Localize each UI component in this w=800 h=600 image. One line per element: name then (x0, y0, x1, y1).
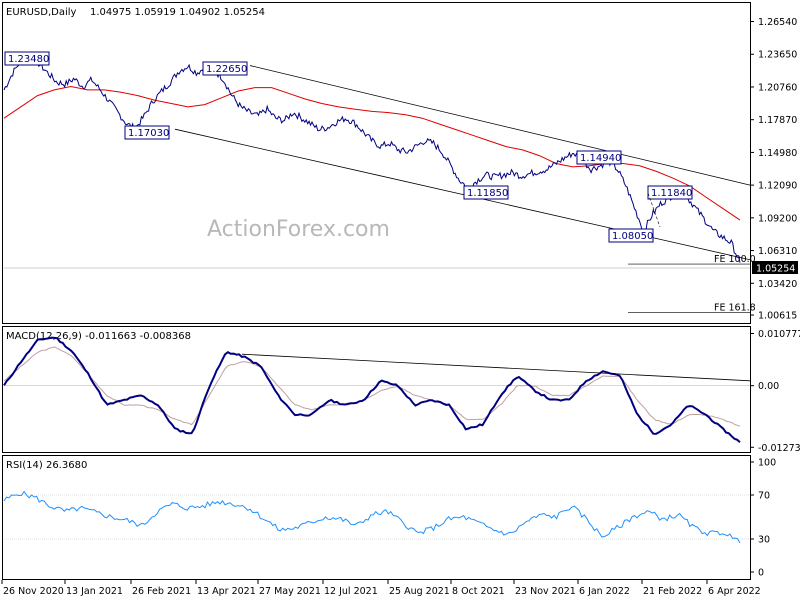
xtick-label-10: 21 Feb 2022 (643, 586, 702, 597)
watermark: ActionForex.com (207, 217, 390, 242)
xtick-label-6: 25 Aug 2021 (389, 586, 450, 597)
price-panel (2, 2, 751, 324)
rsi-ytick-label-2: 30 (758, 535, 770, 546)
price-annotation-box-6 (608, 228, 654, 243)
rsi-panel (2, 455, 751, 580)
price-annotation-0: 1.23480 (8, 54, 49, 65)
rsi-layer (3, 490, 750, 544)
price-ytick-label-4: 1.14980 (758, 148, 797, 159)
price-annotation-3: 1.14940 (580, 153, 621, 164)
xtick-label-7: 8 Oct 2021 (452, 586, 505, 597)
rsi-ytick-label-3: 0 (758, 568, 764, 579)
price-annotation-6: 1.08050 (612, 231, 653, 242)
xtick-label-1: 13 Jan 2021 (66, 586, 123, 597)
macd-signal-line (3, 346, 741, 427)
macd-trend-line (241, 353, 751, 382)
macd-line (3, 336, 741, 444)
xtick-label-4: 27 May 2021 (259, 586, 321, 597)
macd-ytick-label-1: 0.00 (758, 381, 779, 392)
last-price-tag (752, 261, 798, 274)
channel-upper-line (249, 65, 751, 186)
price-annotation-2: 1.17030 (128, 128, 169, 139)
price-ytick-label-8: 1.03420 (758, 279, 797, 290)
price-annotation-box-5 (647, 185, 693, 200)
rsi-ytick-label-0: 100 (758, 458, 776, 469)
price-annotation-5: 1.11840 (651, 188, 692, 199)
channel-lower-line (174, 128, 751, 261)
last-price-label: 1.05254 (756, 264, 795, 275)
macd-ytick-label-2: -0.012732 (758, 443, 800, 454)
fib-label-0: FE 100.0 (714, 254, 756, 265)
axis-layer: 1.26540 1.23650 1.20760 1.17870 1.14980 1.120… (1, 17, 800, 597)
price-annotation-1: 1.22650 (206, 64, 247, 75)
price-ytick-label-1: 1.23650 (758, 50, 797, 61)
swing-connector-dashed (647, 192, 661, 228)
price-panel-title: EURUSD,Daily (6, 7, 77, 18)
xtick-label-9: 6 Jan 2022 (579, 586, 630, 597)
price-ohlc-readout: 1.04975 1.05919 1.04902 1.05254 (90, 7, 265, 18)
macd-panel (2, 326, 751, 453)
price-annotation-box-3 (576, 150, 622, 165)
price-ytick-label-9: 1.00615 (758, 311, 797, 322)
price-ytick-label-0: 1.26540 (758, 17, 797, 28)
rsi-panel-title: RSI(14) 26.3680 (6, 460, 87, 471)
xtick-label-0: 26 Nov 2020 (3, 586, 64, 597)
price-annotation-box-0 (4, 51, 50, 66)
rsi-ytick-label-1: 70 (758, 491, 770, 502)
price-ytick-label-7: 1.06310 (758, 246, 797, 257)
price-annotation-box-2 (124, 125, 170, 140)
price-ytick-label-3: 1.17870 (758, 115, 797, 126)
price-ytick-label-6: 1.09200 (758, 213, 797, 224)
price-line (3, 53, 741, 263)
price-layer: FE 100.0 FE 161.8 1.23480 1.22650 1.17030 1.1… (3, 51, 756, 314)
price-annotation-box-4 (463, 185, 509, 200)
xtick-label-8: 23 Nov 2021 (515, 586, 576, 597)
macd-layer (3, 336, 751, 444)
macd-panel-title: MACD(12,26,9) -0.011663 -0.008368 (6, 331, 191, 342)
price-annotation-4: 1.11850 (467, 188, 508, 199)
fib-label-1: FE 161.8 (714, 303, 756, 314)
xtick-label-3: 13 Apr 2021 (197, 586, 256, 597)
macd-ytick-label-0: 0.010777 (758, 329, 800, 340)
price-ytick-label-2: 1.20760 (758, 82, 797, 93)
xtick-label-5: 12 Jul 2021 (324, 586, 378, 597)
xtick-label-2: 26 Feb 2021 (132, 586, 191, 597)
price-annotation-box-1 (202, 61, 248, 76)
price-ytick-label-5: 1.12090 (758, 181, 797, 192)
xtick-label-11: 6 Apr 2022 (708, 586, 761, 597)
rsi-line (3, 490, 741, 544)
